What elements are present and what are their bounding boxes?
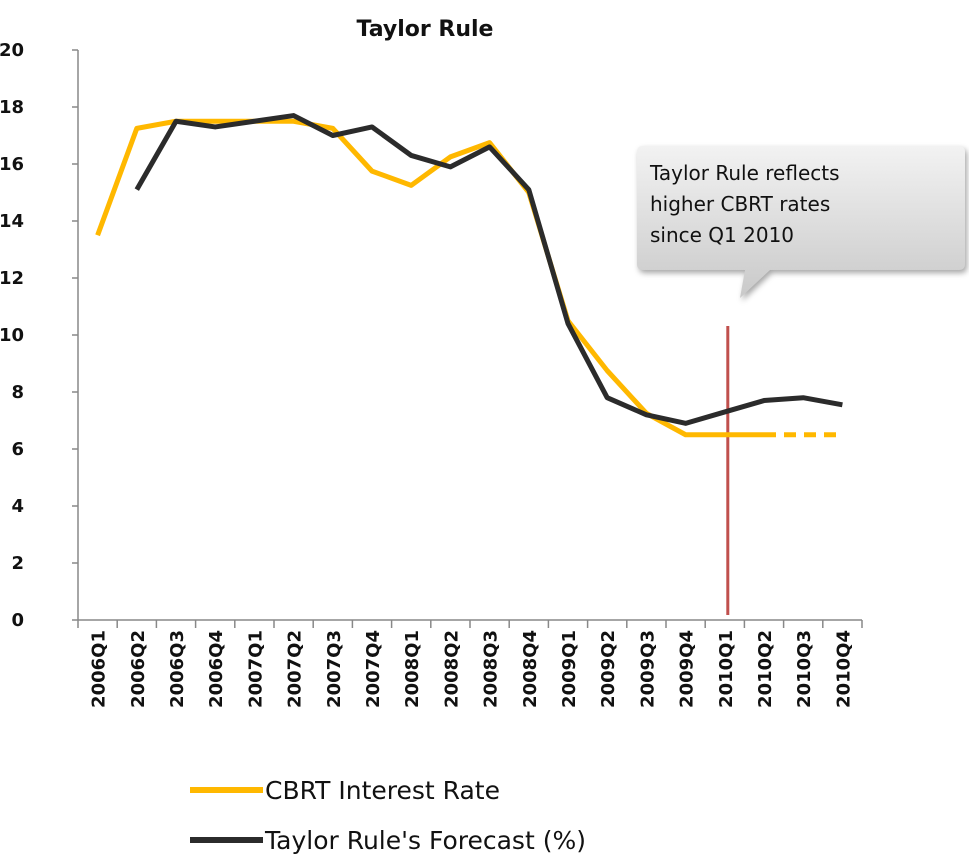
- x-tick-label: 2009Q1: [559, 630, 580, 708]
- callout-text: since Q1 2010: [650, 223, 794, 247]
- x-tick-label: 2007Q2: [285, 630, 306, 708]
- x-tick-label: 2006Q2: [128, 630, 149, 708]
- legend-label: CBRT Interest Rate: [265, 776, 500, 805]
- y-tick-label: 8: [11, 382, 24, 403]
- x-tick-label: 2009Q2: [598, 630, 619, 708]
- x-tick-label: 2007Q4: [363, 630, 384, 708]
- x-tick-label: 2008Q3: [481, 630, 502, 708]
- callout-text: Taylor Rule reflects: [649, 161, 840, 185]
- y-tick-label: 12: [0, 268, 24, 289]
- callout: [637, 146, 965, 298]
- callout-text: higher CBRT rates: [650, 192, 830, 216]
- x-tick-label: 2007Q3: [324, 630, 345, 708]
- y-tick-label: 0: [11, 610, 24, 631]
- x-tick-label: 2010Q4: [833, 630, 854, 708]
- x-tick-label: 2006Q1: [89, 630, 110, 708]
- x-tick-label: 2006Q3: [167, 630, 188, 708]
- line-series: [134, 113, 843, 426]
- x-tick-label: 2010Q2: [755, 630, 776, 708]
- x-tick-label: 2008Q1: [402, 630, 423, 708]
- x-tick-label: 2009Q4: [677, 630, 698, 708]
- x-tick-label: 2008Q4: [520, 630, 541, 708]
- x-tick-label: 2007Q1: [245, 630, 266, 708]
- y-tick-label: 20: [0, 40, 24, 61]
- y-tick-label: 2: [11, 553, 24, 574]
- x-tick-label: 2006Q4: [206, 630, 227, 708]
- y-tick-label: 16: [0, 154, 24, 175]
- x-tick-label: 2008Q2: [441, 630, 462, 708]
- y-tick-label: 4: [11, 496, 24, 517]
- chart-title: Taylor Rule: [357, 17, 494, 42]
- x-tick-label: 2009Q3: [637, 630, 658, 708]
- y-tick-label: 14: [0, 211, 24, 232]
- x-tick-label: 2010Q3: [794, 630, 815, 708]
- y-tick-label: 6: [11, 439, 24, 460]
- x-tick-label: 2010Q1: [716, 630, 737, 708]
- y-tick-label: 10: [0, 325, 24, 346]
- y-tick-label: 18: [0, 97, 24, 118]
- legend-label: Taylor Rule's Forecast (%): [264, 826, 586, 855]
